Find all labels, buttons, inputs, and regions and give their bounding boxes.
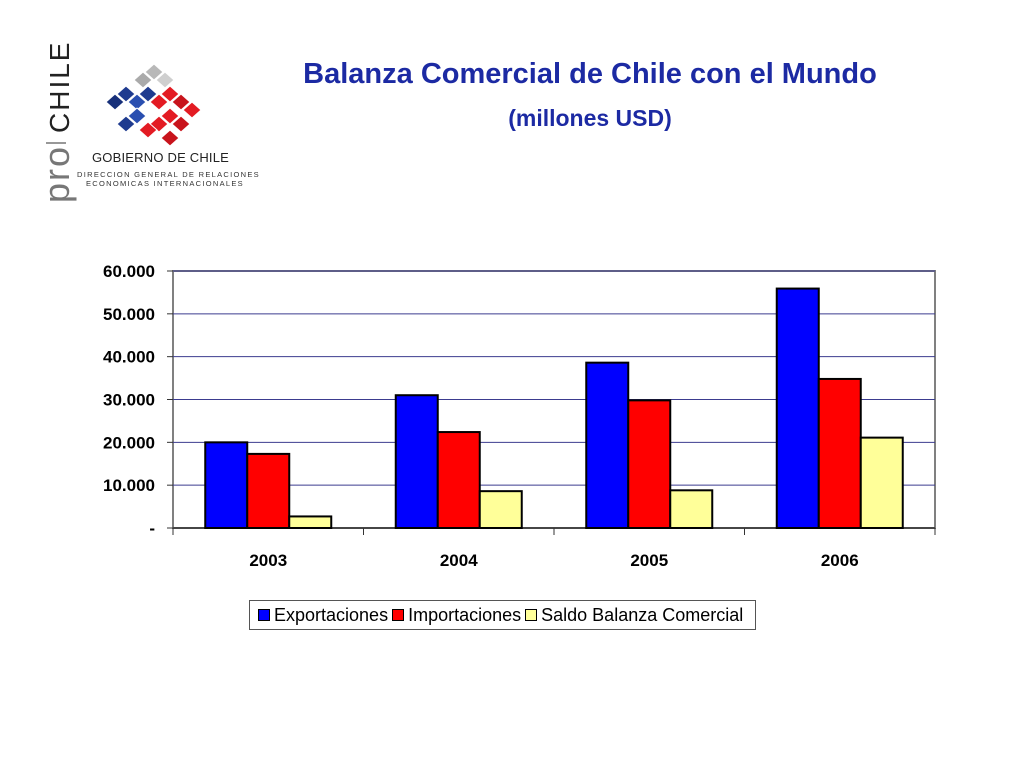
logo-cube-cell (116, 85, 136, 103)
bar-exportaciones-2004 (394, 394, 439, 530)
logo-cube-cell (133, 71, 153, 89)
bar-importaciones-2005 (627, 399, 672, 529)
logo-cube-cell (160, 129, 180, 147)
prochile-logo: pro CHILE (36, 41, 202, 203)
direccion-general-label: DIRECCION GENERAL DE RELACIONES (77, 170, 260, 179)
logo-cube-cell (149, 93, 169, 111)
gobierno-de-chile-label: GOBIERNO DE CHILE (92, 150, 230, 165)
logo-cube-cell (105, 93, 125, 111)
legend-swatch (392, 609, 405, 621)
legend-label: Importaciones (408, 604, 522, 625)
logo-cube-cell (160, 107, 180, 125)
logo-chile-text: CHILE (44, 41, 75, 133)
legend-swatch (525, 609, 538, 621)
bar-saldo-balanza-comercial-2006 (859, 436, 904, 530)
bar-importaciones-2006 (817, 377, 862, 529)
bar-exportaciones-2005 (585, 361, 630, 529)
logo-cube-cell (155, 71, 175, 89)
logo-cube-mark (105, 63, 202, 147)
bar-saldo-balanza-comercial-2005 (669, 489, 714, 530)
logo-cube-cell (138, 85, 158, 103)
logo-cube-cell (171, 93, 191, 111)
x-tick-label: 2006 (821, 551, 859, 570)
bar-saldo-balanza-comercial-2003 (288, 515, 333, 529)
legend-label: Exportaciones (274, 604, 389, 625)
x-tick-label: 2004 (440, 551, 478, 570)
logo-cube-cell (116, 115, 136, 133)
x-tick-label: 2003 (249, 551, 287, 570)
bar-importaciones-2003 (246, 452, 291, 530)
x-tick-label: 2005 (630, 551, 668, 570)
bar-importaciones-2004 (436, 431, 481, 530)
logo-cube-cell (160, 85, 180, 103)
y-tick-label: 50.000 (103, 305, 155, 324)
logo-cube-cell (182, 101, 202, 119)
legend-swatch (258, 609, 270, 621)
y-tick-label: 40.000 (103, 348, 155, 367)
legend-item: Saldo Balanza Comercial (525, 605, 743, 626)
bar-exportaciones-2003 (204, 441, 249, 530)
economicas-internacionales-label: ECONOMICAS INTERNACIONALES (86, 179, 244, 188)
logo-cube-cell (138, 121, 158, 139)
chart-legend: Exportaciones Importaciones Saldo Balanza … (249, 600, 757, 630)
legend-item: Exportaciones (258, 605, 388, 626)
chart-subtitle: (millones USD) (508, 105, 672, 131)
logo-cube-cell (127, 107, 147, 125)
logo-cube-cell (144, 63, 164, 81)
y-tick-label: 30.000 (103, 391, 155, 410)
y-tick-label: 60.000 (103, 262, 155, 281)
y-tick-label: 20.000 (103, 433, 155, 452)
y-tick-label: 10.000 (103, 476, 155, 495)
legend-item: Importaciones (392, 605, 521, 626)
logo-cube-cell (171, 115, 191, 133)
chart-title: Balanza Comercial de Chile con el Mundo (303, 58, 877, 90)
y-tick-label: - (149, 519, 155, 538)
bar-saldo-balanza-comercial-2004 (478, 490, 523, 529)
bar-exportaciones-2006 (775, 287, 820, 530)
logo-pro-text: pro (36, 145, 77, 203)
legend-label: Saldo Balanza Comercial (541, 604, 744, 625)
